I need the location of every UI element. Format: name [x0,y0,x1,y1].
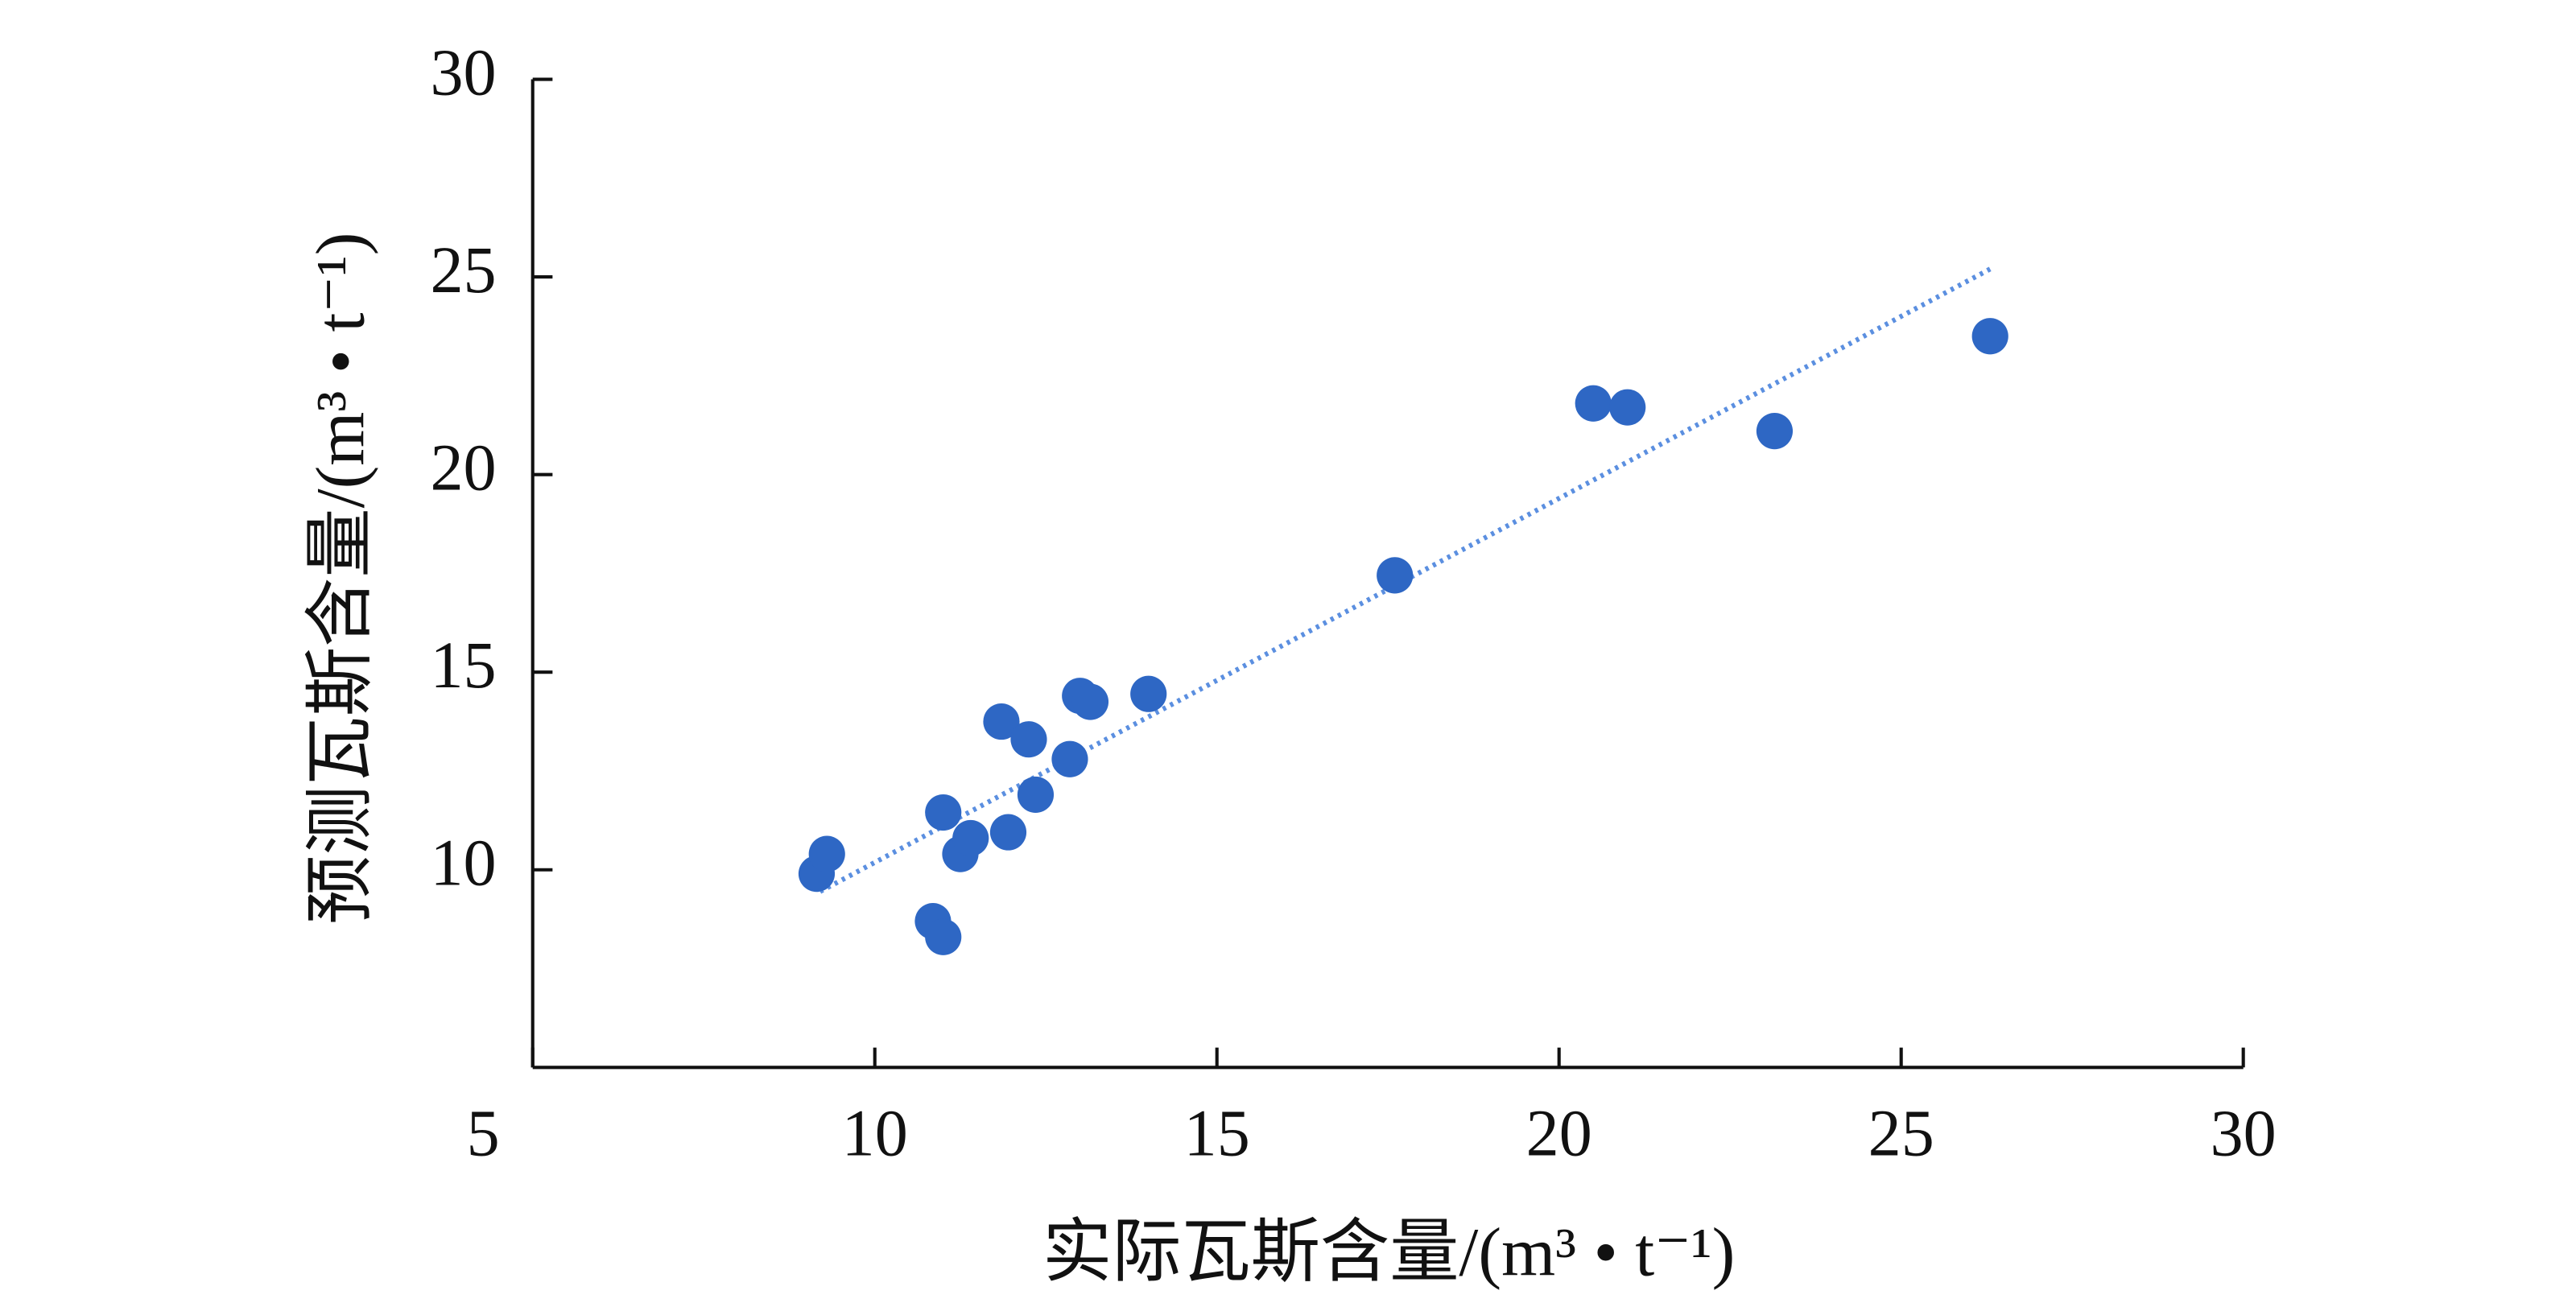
point [1756,413,1794,450]
point [989,814,1027,851]
x-tick-label: 5 [467,1096,500,1169]
point [1377,557,1414,594]
point [952,819,989,857]
x-tick-label: 10 [842,1096,908,1169]
point [1017,776,1055,814]
point [1071,683,1109,720]
point [983,703,1020,740]
x-axis-title: 实际瓦斯含量/(m³ • t⁻¹) [1042,1213,1735,1290]
y-tick-label: 15 [430,629,496,702]
point [1609,389,1646,426]
x-tick-label: 30 [2211,1096,2277,1169]
y-tick-label: 20 [430,431,496,504]
point [1130,675,1167,712]
y-tick-label: 10 [430,827,496,900]
x-tick-label: 20 [1526,1096,1592,1169]
y-tick-label: 30 [430,35,496,109]
point [808,835,845,872]
y-tick-label: 25 [430,233,496,307]
x-tick-label: 15 [1184,1096,1250,1169]
point [1010,721,1047,758]
point [1051,740,1088,777]
y-axis-title: 预测瓦斯含量/(m³ • t⁻¹) [302,232,379,924]
point [925,794,962,831]
point [925,918,962,955]
x-tick-label: 25 [1868,1096,1934,1169]
point [1575,385,1612,422]
point [1971,318,2008,355]
